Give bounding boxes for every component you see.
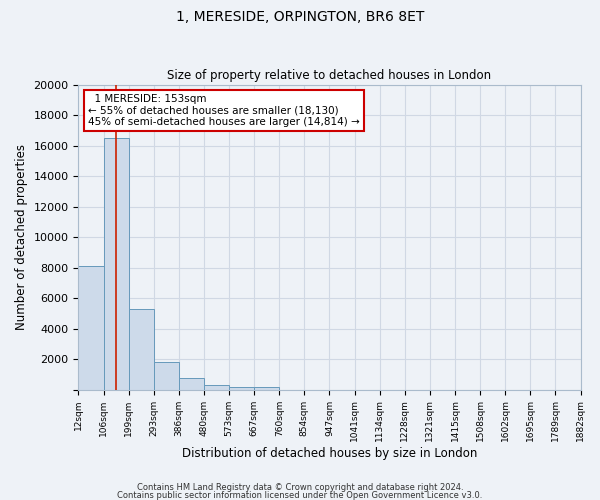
Text: 1 MERESIDE: 153sqm
← 55% of detached houses are smaller (18,130)
45% of semi-det: 1 MERESIDE: 153sqm ← 55% of detached hou… (88, 94, 360, 127)
Text: 1, MERESIDE, ORPINGTON, BR6 8ET: 1, MERESIDE, ORPINGTON, BR6 8ET (176, 10, 424, 24)
Bar (229, 386, 254, 390)
Y-axis label: Number of detached properties: Number of detached properties (15, 144, 28, 330)
Bar (179, 378, 204, 390)
Bar (104, 138, 128, 390)
Text: Contains public sector information licensed under the Open Government Licence v3: Contains public sector information licen… (118, 491, 482, 500)
Bar (254, 388, 279, 390)
Bar (204, 385, 229, 390)
Bar (128, 309, 154, 390)
Text: Contains HM Land Registry data © Crown copyright and database right 2024.: Contains HM Land Registry data © Crown c… (137, 484, 463, 492)
X-axis label: Distribution of detached houses by size in London: Distribution of detached houses by size … (182, 447, 477, 460)
Title: Size of property relative to detached houses in London: Size of property relative to detached ho… (167, 69, 491, 82)
Bar (154, 362, 179, 390)
Bar (79, 266, 104, 390)
